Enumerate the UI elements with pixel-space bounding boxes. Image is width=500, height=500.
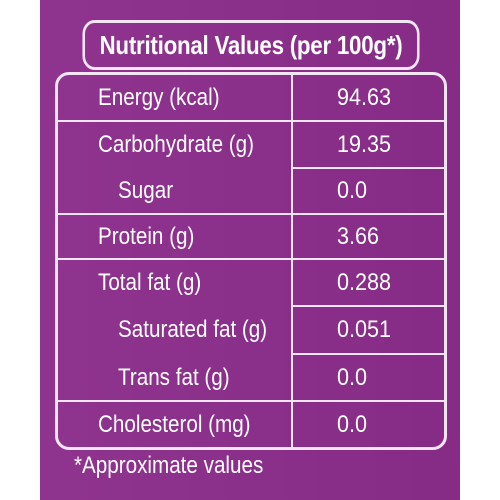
nutrition-table: Energy (kcal) 94.63 Carbohydrate (g) 19.… [55, 72, 447, 450]
subrow-divider [291, 305, 444, 307]
value-text: 0.288 [337, 268, 392, 296]
row-value-cholesterol: 0.0 [293, 402, 444, 447]
row-label-protein: Protein (g) [98, 222, 195, 250]
value-text: 0.0 [337, 410, 368, 438]
row-value-total-fat: 0.288 [293, 260, 444, 305]
subrow-divider [291, 353, 444, 355]
value-text: 19.35 [337, 130, 392, 158]
row-divider [58, 400, 444, 402]
row-label-energy: Energy (kcal) [98, 83, 220, 111]
value-text: 0.0 [337, 363, 368, 391]
value-text: 0.0 [337, 177, 368, 204]
nutrition-title: Nutritional Values (per 100g*) [82, 20, 420, 70]
row-value-carbohydrate: 19.35 [293, 122, 444, 167]
row-value-saturated-fat: 0.051 [293, 307, 444, 353]
row-value-sugar: 0.0 [293, 169, 444, 213]
value-text: 3.66 [337, 222, 380, 250]
subrow-divider [291, 167, 444, 169]
row-label-carbohydrate: Carbohydrate (g) [98, 130, 255, 158]
row-value-protein: 3.66 [293, 215, 444, 258]
row-value-energy: 94.63 [293, 75, 444, 120]
row-label-trans-fat: Trans fat (g) [118, 363, 230, 391]
row-label-total-fat: Total fat (g) [98, 268, 202, 296]
row-divider [58, 213, 444, 215]
row-divider [58, 120, 444, 122]
value-text: 94.63 [337, 83, 392, 111]
row-label-cholesterol: Cholesterol (mg) [98, 410, 251, 438]
value-text: 0.051 [337, 316, 392, 343]
row-divider [58, 258, 444, 260]
footnote: *Approximate values [74, 452, 264, 479]
row-label-saturated-fat: Saturated fat (g) [118, 316, 268, 343]
nutrition-panel [40, 0, 460, 500]
column-divider [291, 75, 293, 447]
row-label-sugar: Sugar [118, 177, 174, 204]
row-value-trans-fat: 0.0 [293, 355, 444, 400]
